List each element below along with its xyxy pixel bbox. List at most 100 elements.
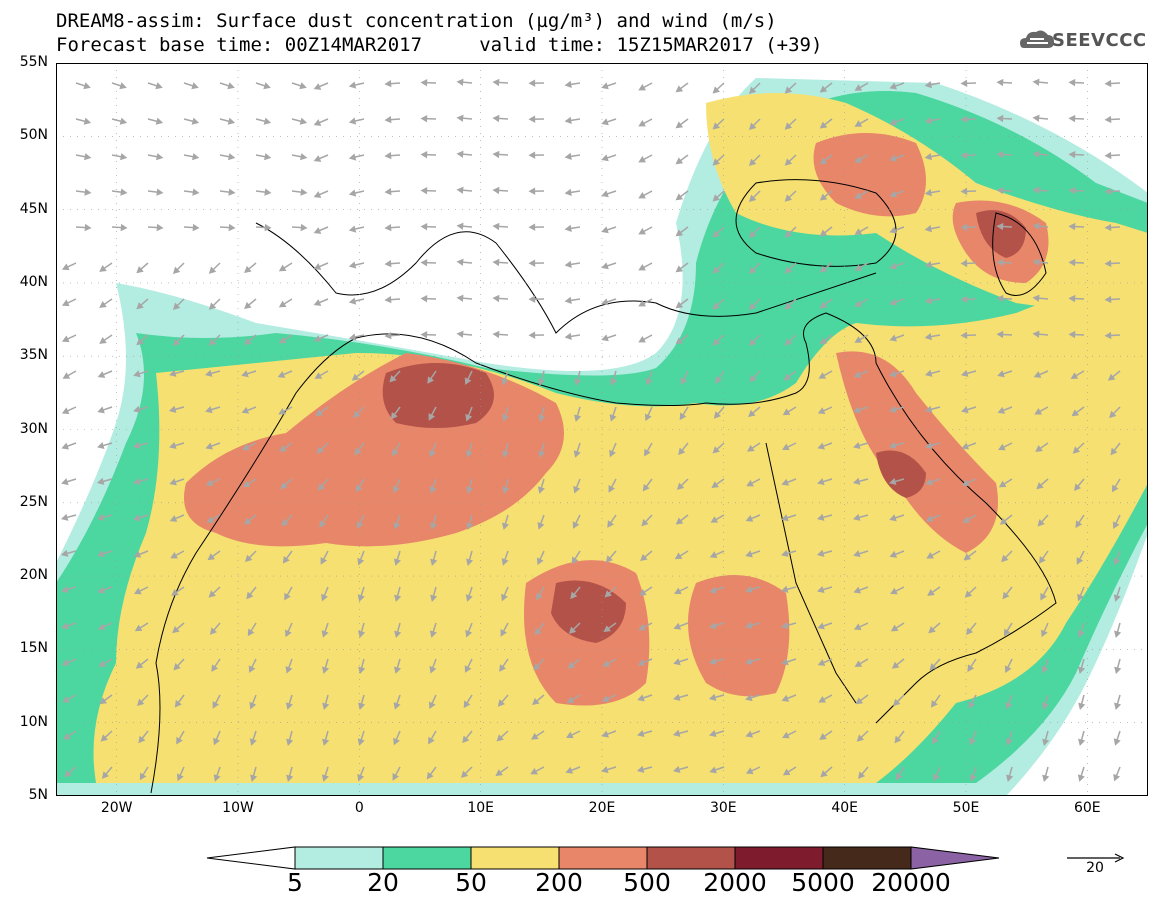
wind-arrow <box>852 477 869 485</box>
wind-arrow <box>111 223 128 232</box>
wind-arrow <box>1113 586 1121 602</box>
wind-arrow <box>61 298 77 307</box>
wind-arrow <box>817 442 833 450</box>
lon-tick-label: 20E <box>588 800 616 816</box>
colorbar-tick-label: 20 <box>367 868 399 897</box>
wind-arrow <box>601 118 617 126</box>
wind-arrow <box>854 226 869 235</box>
wind-arrow <box>1032 222 1049 230</box>
wind-arrow <box>928 622 941 634</box>
wind-arrow <box>674 586 689 595</box>
wind-arrow <box>466 550 474 566</box>
wind-arrow <box>889 154 905 162</box>
graticule <box>56 63 1148 796</box>
wind-arrow <box>392 478 401 494</box>
wind-arrow <box>783 370 797 381</box>
colorbar-upper-extension <box>910 846 1000 870</box>
wind-arrow <box>357 586 365 602</box>
wind-arrow <box>528 223 545 231</box>
wind-arrow <box>854 658 869 667</box>
wind-reference-label: 20 <box>1086 860 1104 876</box>
wind-arrow <box>204 369 221 377</box>
wind-arrow <box>1032 150 1049 158</box>
wind-arrow <box>889 514 905 522</box>
wind-arrow <box>1032 78 1049 86</box>
colorbar-tick-label: 50 <box>455 868 487 897</box>
wind-arrow <box>531 730 545 740</box>
wind-arrow <box>420 187 437 195</box>
wind-arrow <box>1107 370 1121 381</box>
wind-arrow <box>243 514 257 525</box>
wind-arrow <box>147 153 164 161</box>
wind-arrow <box>384 296 401 304</box>
wind-arrow <box>170 550 185 559</box>
wind-arrow <box>749 370 761 383</box>
wind-arrow <box>601 766 617 774</box>
wind-arrow <box>172 334 185 346</box>
colorbar-tick-label: 2000 <box>703 868 767 897</box>
wind-arrow <box>889 298 905 306</box>
wind-arrow <box>465 622 473 638</box>
wind-arrow <box>279 442 293 452</box>
wind-arrow <box>75 82 91 90</box>
wind-arrow <box>816 513 833 521</box>
lat-tick-label: 35N <box>19 347 48 364</box>
wind-arrow <box>322 658 330 674</box>
wind-arrow <box>321 622 329 638</box>
colorbar-tick-label: 5000 <box>791 868 855 897</box>
wind-arrow <box>255 82 271 90</box>
wind-arrow <box>889 262 905 270</box>
wind-arrow <box>745 585 761 593</box>
wind-arrow <box>889 190 905 198</box>
wind-arrow <box>967 658 977 672</box>
wind-arrow <box>319 514 329 528</box>
wind-arrow <box>500 622 509 637</box>
wind-arrow <box>355 478 365 493</box>
wind-arrow <box>672 729 689 737</box>
wind-arrow <box>134 622 149 632</box>
colorbar-tick-label: 20000 <box>871 868 951 897</box>
wind-arrow <box>538 370 546 386</box>
wind-arrow <box>348 81 365 89</box>
colorbar-swatch <box>646 846 736 870</box>
wind-arrow <box>564 116 581 124</box>
wind-arrow <box>601 298 617 306</box>
wind-arrow <box>278 298 293 308</box>
lon-tick-label: 10W <box>222 800 254 816</box>
wind-arrow <box>856 730 869 742</box>
wind-arrow <box>456 294 473 302</box>
wind-arrow <box>492 294 509 303</box>
wind-arrow <box>748 298 761 311</box>
wind-arrow <box>348 225 365 233</box>
wind-arrow <box>969 766 977 782</box>
wind-arrow <box>247 622 257 637</box>
lat-tick-label: 5N <box>28 787 48 803</box>
wind-arrow <box>645 370 653 386</box>
wind-arrow <box>278 406 293 415</box>
wind-arrow <box>573 442 581 458</box>
wind-arrow <box>213 766 221 782</box>
wind-arrow <box>675 82 689 93</box>
wind-arrow <box>924 260 941 269</box>
wind-arrow <box>925 514 941 522</box>
wind-arrow <box>966 622 977 635</box>
wind-arrow <box>674 550 689 560</box>
wind-arrow <box>133 405 149 413</box>
wind-arrow <box>609 406 617 422</box>
wind-arrow <box>782 766 797 776</box>
wind-arrow <box>962 514 977 523</box>
wind-arrow <box>781 478 797 486</box>
wind-arrow <box>1071 406 1085 417</box>
wind-arrow <box>183 188 200 196</box>
wind-arrow <box>536 550 545 566</box>
wind-arrow <box>176 730 185 745</box>
lat-tick-label: 40N <box>19 273 48 290</box>
wind-arrow <box>456 78 473 86</box>
wind-arrow <box>1003 622 1013 637</box>
wind-arrow <box>428 406 437 421</box>
wind-arrow <box>420 259 437 267</box>
wind-arrow <box>278 334 293 344</box>
wind-arrow <box>392 442 401 457</box>
wind-arrow <box>460 766 473 778</box>
wind-arrow <box>429 478 437 494</box>
